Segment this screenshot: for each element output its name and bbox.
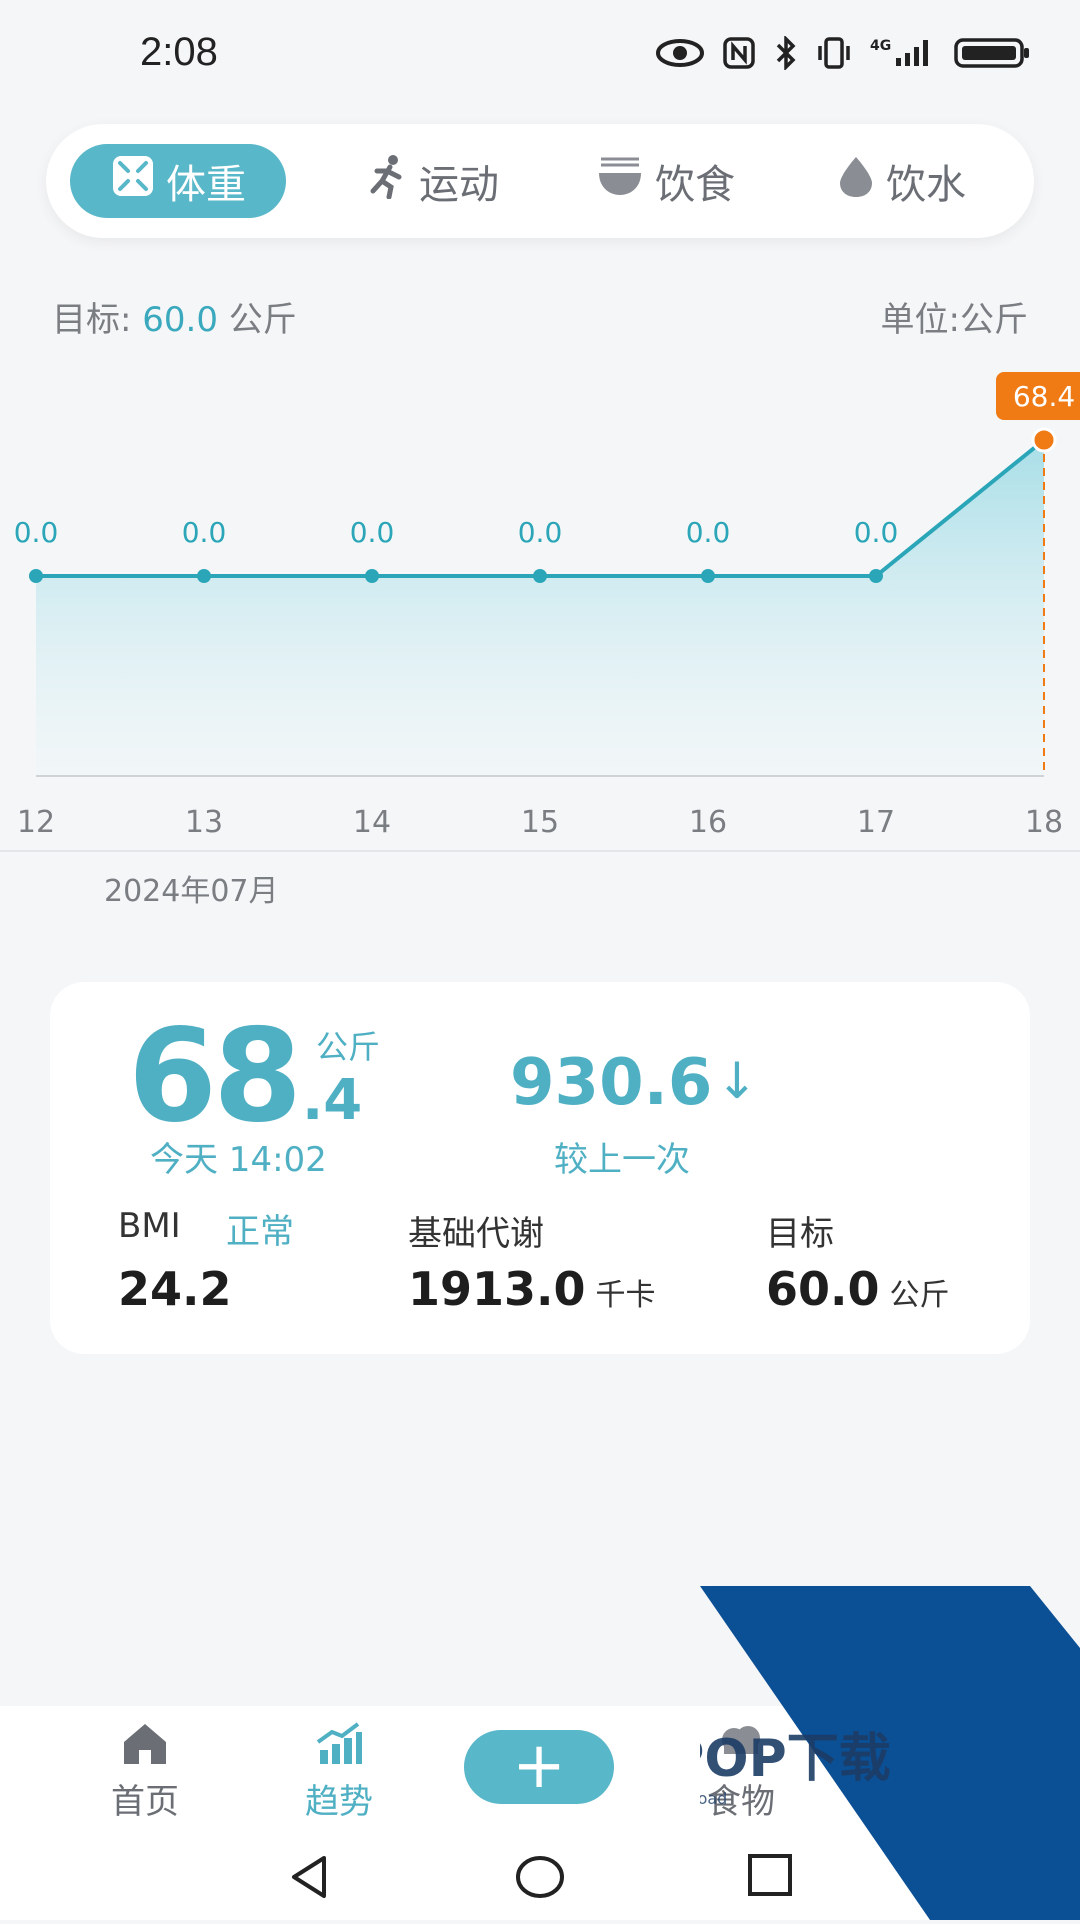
- data-label: 0.0: [686, 516, 731, 549]
- weight-trend-chart[interactable]: 0.0 12 0.0 13 0.0 14 0.0 15 0.0 16 0.0 17 68.4 18: [0, 360, 1080, 860]
- data-point: [869, 569, 883, 583]
- target-value: 60.0: [766, 1262, 880, 1316]
- trend-chart-icon: [264, 1720, 414, 1770]
- data-label: 0.0: [182, 516, 227, 549]
- bmr-value: 1913.0: [408, 1262, 586, 1316]
- nav-food-label: 食物: [707, 1782, 775, 1822]
- bluetooth-icon: [774, 34, 798, 74]
- x-tick-label: 17: [857, 805, 895, 840]
- nfc-icon: [722, 36, 756, 74]
- x-tick-label: 15: [521, 805, 559, 840]
- bmr-unit: 千卡: [595, 1278, 656, 1313]
- category-tabs: 体重 运动 饮食 饮水: [46, 124, 1034, 238]
- current-weight-integer: 68: [128, 1002, 302, 1151]
- tab-water-label: 饮水: [886, 162, 966, 208]
- x-tick-label: 13: [185, 805, 223, 840]
- 4g-signal-icon: 4G: [870, 36, 936, 74]
- data-point: [197, 569, 211, 583]
- current-weight-decimal: .4: [302, 1068, 363, 1133]
- goal-unit: 公斤: [228, 300, 297, 340]
- scale-icon: [110, 153, 156, 209]
- home-circle-icon[interactable]: [514, 1852, 566, 1902]
- recents-icon[interactable]: [746, 1852, 794, 1900]
- chart-divider: [0, 850, 1080, 852]
- data-point: [533, 569, 547, 583]
- chart-area: [36, 440, 1044, 776]
- data-point: [365, 569, 379, 583]
- add-record-button[interactable]: +: [464, 1730, 614, 1804]
- data-label: 0.0: [350, 516, 395, 549]
- tab-exercise[interactable]: 运动: [346, 144, 516, 218]
- data-point: [701, 569, 715, 583]
- goal-value: 60.0: [142, 300, 218, 340]
- data-point: [29, 569, 43, 583]
- x-tick-label: 16: [689, 805, 727, 840]
- tab-diet[interactable]: 饮食: [580, 144, 750, 218]
- vibrate-icon: [816, 36, 852, 74]
- nav-home[interactable]: 首页: [70, 1720, 220, 1823]
- home-icon: [70, 1720, 220, 1770]
- current-weight-unit: 公斤: [316, 1028, 381, 1066]
- goal-row: 目标: 60.0 公斤: [52, 292, 297, 341]
- tab-weight[interactable]: 体重: [70, 144, 286, 218]
- month-label: 2024年07月: [104, 874, 279, 909]
- x-tick-label: 14: [353, 805, 391, 840]
- tab-exercise-label: 运动: [419, 162, 499, 208]
- status-bar: 2:08 4G: [0, 0, 1080, 110]
- highlight-label-bg: [996, 372, 1080, 420]
- x-tick-label: 12: [17, 805, 55, 840]
- x-tick-label: 18: [1025, 805, 1063, 840]
- tab-diet-label: 饮食: [655, 162, 735, 208]
- tab-water[interactable]: 饮水: [816, 144, 986, 218]
- series-line: [36, 438, 1046, 578]
- weight-summary-card: 68 公斤 .4 今天 14:02 930.6 ↓ 较上一次 BMI 正常 24…: [50, 982, 1030, 1354]
- drop-icon: [836, 153, 876, 209]
- tab-weight-label: 体重: [166, 162, 246, 208]
- target-label: 目标: [766, 1214, 834, 1254]
- data-label: 68.4: [1013, 380, 1075, 413]
- goal-prefix: 目标:: [52, 300, 132, 340]
- bmr-label: 基础代谢: [408, 1214, 544, 1254]
- watermark-text: PCPOP下载: [700, 1729, 891, 1789]
- weight-delta-label: 较上一次: [554, 1140, 690, 1180]
- data-label: 0.0: [854, 516, 899, 549]
- data-label: 0.0: [14, 516, 59, 549]
- nav-home-label: 首页: [111, 1782, 179, 1822]
- status-icons: 4G: [656, 34, 1030, 74]
- eye-icon: [656, 38, 704, 72]
- watermark-subtext: PCPOP Download: [700, 1789, 727, 1808]
- data-point: [1031, 427, 1057, 453]
- bmr-value-row: 1913.0 千卡: [408, 1262, 656, 1316]
- bowl-icon: [595, 153, 645, 209]
- food-icon: [666, 1720, 816, 1770]
- watermark-logo: PCPOP下载 PCPOP Download: [590, 1586, 1080, 1920]
- run-icon: [363, 153, 409, 209]
- battery-icon: [954, 36, 1030, 74]
- unit-label: 单位:公斤: [880, 300, 1028, 340]
- status-time: 2:08: [140, 30, 218, 74]
- nav-food[interactable]: 食物: [666, 1720, 816, 1823]
- data-label: 0.0: [518, 516, 563, 549]
- watermark: PCPOP下载 PCPOP Download: [590, 1586, 1080, 1920]
- nav-trend[interactable]: 趋势: [264, 1720, 414, 1823]
- bmi-status: 正常: [226, 1212, 294, 1252]
- weight-delta-value: 930.6: [510, 1046, 713, 1120]
- back-icon[interactable]: [284, 1852, 334, 1902]
- bmi-value: 24.2: [118, 1262, 232, 1316]
- bmi-label: BMI: [118, 1206, 181, 1246]
- down-arrow-icon: ↓: [716, 1052, 758, 1110]
- svg-text:4G: 4G: [870, 38, 891, 54]
- measure-time: 今天 14:02: [150, 1140, 327, 1180]
- nav-trend-label: 趋势: [305, 1782, 373, 1822]
- target-value-row: 60.0 公斤: [766, 1262, 950, 1316]
- target-unit: 公斤: [889, 1278, 950, 1313]
